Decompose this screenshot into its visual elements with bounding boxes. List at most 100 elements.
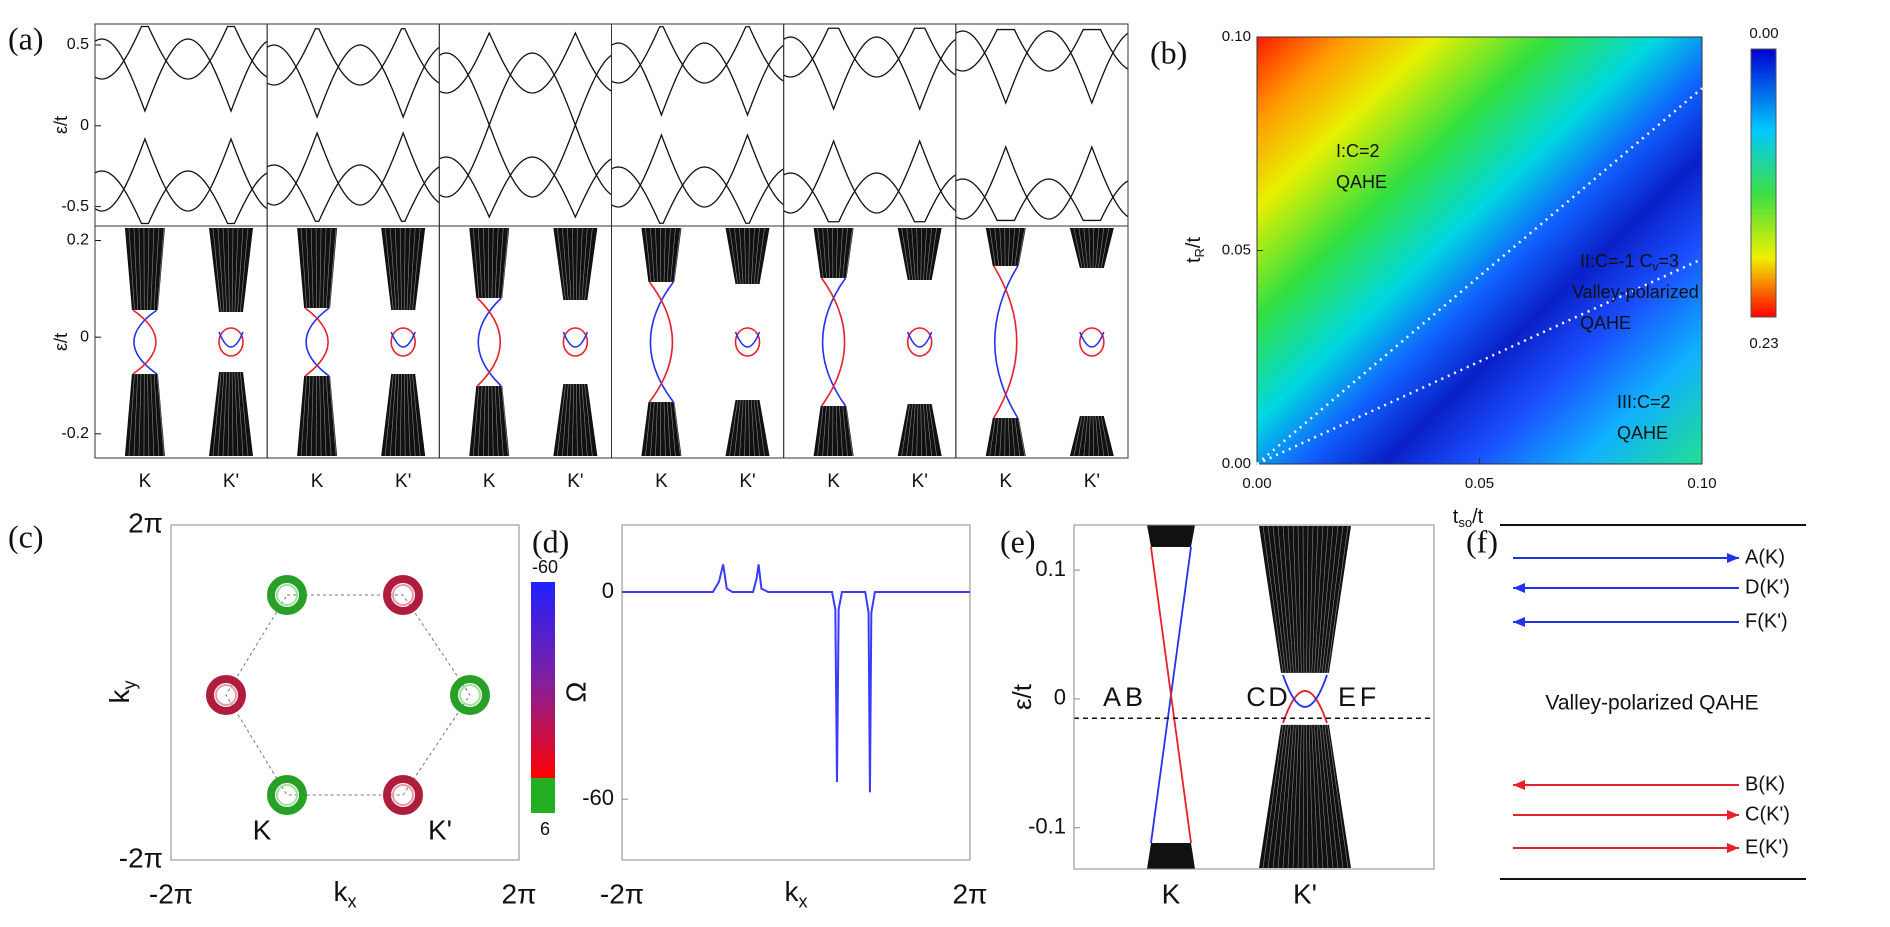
band-texture — [212, 371, 222, 457]
x-axis-label-part: k — [333, 876, 348, 907]
band-texture — [1073, 415, 1083, 457]
y-tick-label: 0.1 — [1035, 556, 1066, 581]
band-texture — [1095, 415, 1100, 457]
band-texture — [1311, 525, 1319, 673]
band-texture — [562, 383, 569, 457]
band-texture — [212, 227, 222, 313]
annotation-part: I:C=2 — [1336, 141, 1380, 161]
curve — [439, 156, 612, 219]
band-texture — [581, 227, 588, 301]
band-texture — [156, 227, 165, 311]
edge-state — [649, 281, 675, 403]
colorbar — [531, 582, 555, 778]
y-tick-label: 0.5 — [67, 36, 89, 53]
band-continuum — [813, 228, 854, 278]
state-label: C — [1246, 682, 1266, 712]
band-continuum — [641, 402, 682, 456]
band-texture — [1327, 525, 1349, 673]
band-texture — [1292, 724, 1300, 869]
curve — [266, 164, 440, 222]
band-texture — [147, 373, 150, 457]
band-texture — [576, 227, 578, 301]
band-texture — [916, 403, 919, 457]
gap-region — [1285, 672, 1325, 725]
band-texture — [1306, 525, 1309, 673]
annotation-part: II:C=-1 C — [1580, 251, 1653, 271]
band-texture — [482, 227, 486, 299]
band-texture — [666, 227, 671, 283]
plot-frame — [611, 23, 785, 227]
y-tick-label: 2π — [128, 507, 163, 538]
y-tick-label: -0.5 — [61, 198, 89, 215]
x-tick-label: 0.00 — [1242, 475, 1271, 492]
band-texture — [472, 227, 480, 299]
band-texture — [572, 383, 575, 457]
band-texture — [1308, 724, 1314, 869]
band-texture — [744, 399, 747, 457]
band-texture — [901, 227, 911, 281]
x-tick-label: K' — [567, 471, 583, 492]
band-texture — [1267, 525, 1286, 673]
band-texture — [300, 227, 307, 309]
arrow-head — [1513, 780, 1525, 790]
panel-label: (a) — [8, 20, 44, 56]
band-texture — [1008, 417, 1011, 457]
band-texture — [1316, 724, 1329, 869]
edge-state — [1150, 546, 1192, 844]
band-texture — [1078, 415, 1086, 457]
band-continuum — [897, 404, 942, 456]
band-texture — [1287, 724, 1297, 869]
band-texture — [822, 227, 827, 279]
band-continuum — [381, 374, 426, 456]
edge-state — [820, 277, 846, 407]
band-texture — [300, 375, 307, 457]
y-axis-label-part: t — [1183, 257, 1205, 263]
plot-frame — [955, 225, 1129, 459]
curve — [94, 25, 268, 80]
panel-label: (d) — [532, 523, 569, 559]
band-texture — [217, 371, 225, 457]
edge-state — [476, 297, 501, 387]
band-texture — [817, 227, 824, 279]
band-continuum — [897, 228, 942, 280]
annotation-part: Valley-polarized — [1572, 282, 1699, 302]
band-texture — [925, 403, 932, 457]
annotation-part: III:C=2 — [1617, 392, 1671, 412]
edge-state — [390, 331, 416, 348]
band-continuum — [124, 228, 165, 310]
curve — [266, 28, 440, 86]
edge-state — [648, 281, 674, 403]
band-texture — [729, 399, 738, 457]
band-texture — [1302, 525, 1305, 673]
band-continuum — [1069, 416, 1114, 456]
band-texture — [1017, 227, 1026, 267]
band-texture — [1319, 525, 1334, 673]
band-texture — [989, 417, 996, 457]
curve — [94, 137, 268, 212]
band-texture — [999, 417, 1003, 457]
y-tick-label: 0 — [80, 328, 89, 345]
band-texture — [572, 227, 575, 301]
arrow-label: E(K') — [1745, 836, 1789, 858]
arrow-head — [1727, 810, 1739, 820]
band-texture — [1017, 417, 1026, 457]
edge-state — [993, 265, 1018, 419]
band-texture — [756, 399, 765, 457]
arrow-head — [1513, 583, 1525, 593]
berry-ring — [267, 775, 307, 815]
berry-ring — [383, 775, 423, 815]
colorbar-label: 0.00 — [1749, 25, 1778, 42]
berry-ring-inner — [459, 684, 481, 706]
y-tick-label: -0.2 — [61, 425, 89, 442]
arrow-head — [1727, 553, 1739, 563]
band-texture — [231, 371, 234, 457]
plot-frame — [621, 524, 971, 861]
band-texture — [128, 373, 135, 457]
band-texture — [494, 227, 499, 299]
band-continuum — [209, 228, 254, 312]
band-texture — [581, 383, 588, 457]
y-axis-label-part: R — [1192, 248, 1207, 257]
band-texture — [1262, 525, 1284, 673]
x-axis-label: kx — [784, 876, 807, 911]
panel-label: (b) — [1150, 34, 1187, 70]
